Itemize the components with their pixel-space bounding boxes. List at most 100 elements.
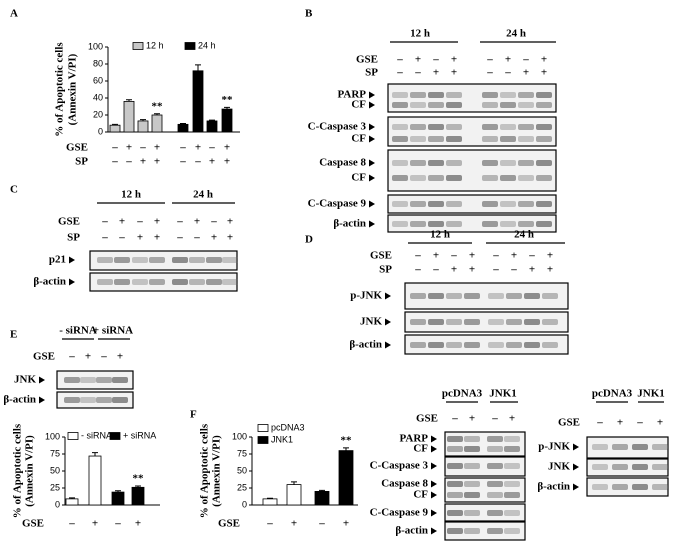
- band: [410, 319, 426, 325]
- band: [652, 484, 668, 490]
- group-label: JNK1: [489, 388, 517, 400]
- group-label: 24 h: [193, 189, 213, 201]
- band: [392, 136, 408, 142]
- band: [504, 463, 520, 469]
- band: [632, 464, 648, 470]
- blot-label: JNK: [548, 461, 570, 473]
- error-bar: [291, 481, 297, 485]
- band: [410, 160, 426, 166]
- condition-sign: –: [396, 54, 403, 66]
- group-label: - siRNA: [59, 325, 97, 337]
- band: [464, 481, 480, 487]
- error-bar: [180, 123, 186, 125]
- condition-sign: +: [154, 232, 160, 244]
- y-tick-label: 100: [88, 41, 103, 51]
- band: [518, 102, 534, 108]
- bar: [206, 120, 218, 133]
- band: [392, 201, 408, 207]
- legend-swatch: [257, 436, 269, 444]
- band: [652, 444, 668, 450]
- band: [464, 446, 480, 452]
- legend-swatch: [132, 42, 144, 50]
- band: [446, 102, 462, 108]
- band: [80, 377, 96, 383]
- y-axis-label: (Annexin V/PI): [67, 53, 79, 125]
- condition-sign: +: [154, 156, 160, 168]
- error-bar: [69, 497, 75, 499]
- condition-sign: +: [194, 216, 200, 228]
- condition-label: GSE: [58, 216, 80, 228]
- condition-sign: +: [195, 142, 201, 154]
- y-tick-label: 0: [98, 126, 103, 136]
- condition-sign: +: [126, 142, 132, 154]
- condition-sign: +: [547, 264, 553, 276]
- condition-sign: –: [68, 518, 75, 530]
- condition-sign: –: [432, 264, 439, 276]
- condition-label: GSE: [33, 351, 55, 363]
- band: [464, 492, 480, 498]
- legend-swatch: [67, 432, 79, 440]
- legend-label: - siRNA: [81, 430, 112, 440]
- bar: [109, 124, 121, 133]
- error-bar: [209, 119, 215, 121]
- condition-sign: –: [111, 142, 118, 154]
- band: [464, 342, 480, 348]
- band: [536, 136, 552, 142]
- condition-sign: –: [208, 142, 215, 154]
- band: [500, 221, 516, 227]
- bar: [177, 123, 189, 133]
- y-tick-label: 50: [237, 465, 247, 475]
- error-bar: [154, 113, 160, 115]
- condition-label: GSE: [558, 417, 580, 429]
- condition-sign: –: [414, 264, 421, 276]
- bar: [137, 120, 149, 133]
- band: [410, 92, 426, 98]
- band: [504, 481, 520, 487]
- band: [592, 444, 608, 450]
- condition-sign: +: [291, 518, 297, 530]
- band: [446, 136, 462, 142]
- band: [500, 92, 516, 98]
- condition-sign: –: [101, 232, 108, 244]
- blot-label: β-actin: [349, 339, 382, 351]
- band: [428, 102, 444, 108]
- condition-sign: –: [100, 351, 107, 363]
- band: [464, 319, 480, 325]
- band: [487, 510, 503, 516]
- band: [506, 319, 522, 325]
- condition-label: SP: [365, 67, 378, 79]
- condition-sign: +: [451, 54, 457, 66]
- condition-sign: –: [176, 232, 183, 244]
- band: [97, 279, 113, 285]
- y-tick-label: 40: [93, 92, 103, 102]
- band: [222, 279, 238, 285]
- condition-sign: –: [125, 156, 132, 168]
- error-bar: [343, 447, 349, 451]
- condition-sign: –: [68, 351, 75, 363]
- blot-label: JNK: [14, 374, 36, 386]
- condition-sign: –: [210, 216, 217, 228]
- band: [542, 319, 558, 325]
- band: [428, 342, 444, 348]
- band: [206, 257, 222, 263]
- band: [518, 201, 534, 207]
- significance: **: [152, 100, 164, 112]
- group-label: 12 h: [430, 229, 450, 241]
- band: [446, 160, 462, 166]
- group-label: pcDNA3: [592, 388, 633, 400]
- condition-sign: +: [224, 142, 230, 154]
- condition-sign: –: [396, 67, 403, 79]
- condition-sign: –: [114, 518, 121, 530]
- arrow: [431, 491, 437, 499]
- blot-label: β-actin: [333, 218, 366, 230]
- band: [504, 492, 520, 498]
- y-tick-label: 25: [50, 482, 60, 492]
- condition-sign: +: [227, 216, 233, 228]
- band: [428, 92, 444, 98]
- band: [428, 136, 444, 142]
- legend-swatch: [184, 42, 196, 50]
- y-axis-label: % of Apoptotic cells: [199, 423, 211, 518]
- band: [149, 257, 165, 263]
- blot-label: C-Caspase 9: [308, 198, 367, 210]
- y-axis-label: (Annexin V/PI): [211, 435, 223, 507]
